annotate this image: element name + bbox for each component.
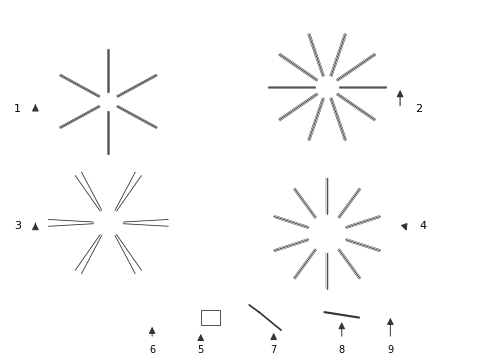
Text: 3: 3 bbox=[14, 221, 21, 231]
Text: 7: 7 bbox=[270, 345, 276, 355]
FancyBboxPatch shape bbox=[201, 310, 220, 325]
Text: 6: 6 bbox=[149, 345, 155, 355]
Text: 9: 9 bbox=[386, 345, 393, 355]
Text: 1: 1 bbox=[14, 104, 21, 113]
Text: 8: 8 bbox=[338, 345, 344, 355]
Text: 2: 2 bbox=[414, 104, 421, 113]
Text: 5: 5 bbox=[197, 345, 203, 355]
Text: 4: 4 bbox=[419, 221, 426, 231]
